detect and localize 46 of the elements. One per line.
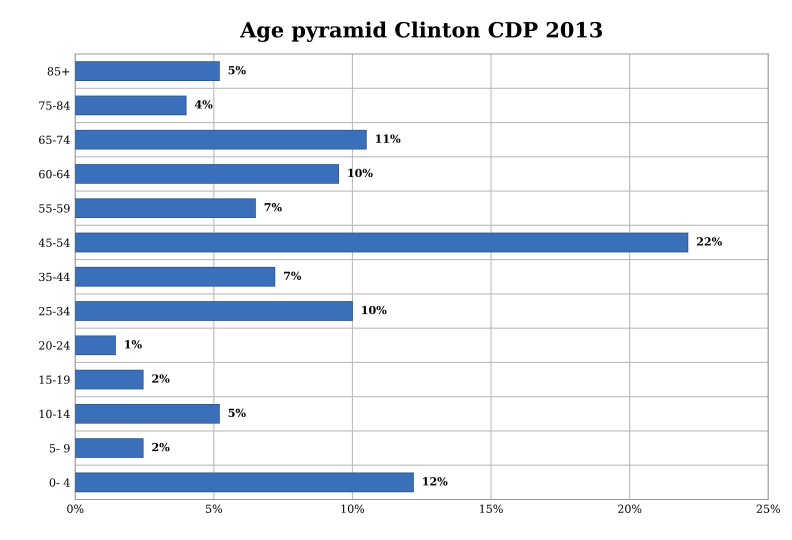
y-tick-label: 65-74 xyxy=(39,136,70,144)
bar xyxy=(75,370,144,390)
data-label: 2% xyxy=(152,374,170,383)
x-tick-label: 0% xyxy=(67,504,84,513)
bar xyxy=(75,96,187,116)
y-tick-label: 35-44 xyxy=(39,272,70,282)
y-tick-label: 15-19 xyxy=(40,376,70,384)
x-tick-label: 25% xyxy=(756,504,780,513)
x-tick-label: 5% xyxy=(206,504,222,513)
y-tick-label: 20-24 xyxy=(39,341,70,350)
bar xyxy=(75,61,220,81)
y-tick-label: 25-34 xyxy=(39,306,70,316)
bar xyxy=(75,438,144,458)
x-tick-label: 15% xyxy=(480,504,503,513)
y-tick-label: 55-59 xyxy=(39,204,70,213)
data-label: 10% xyxy=(362,306,387,314)
bar xyxy=(75,301,353,321)
chart-title: Age pyramid Clinton CDP 2013 xyxy=(240,22,602,42)
y-tick-label: 0- 4 xyxy=(50,478,70,487)
data-label: 12% xyxy=(423,477,448,486)
y-tick-label: 60-64 xyxy=(39,170,70,178)
bar xyxy=(75,266,276,287)
bar xyxy=(75,130,367,150)
data-label: 1% xyxy=(125,340,142,349)
bar xyxy=(75,232,688,252)
y-tick-label: 45-54 xyxy=(38,238,70,247)
bar xyxy=(75,335,116,356)
data-label: 7% xyxy=(264,203,282,212)
data-label: 2% xyxy=(152,442,170,452)
x-tick-label: 10% xyxy=(341,504,364,513)
data-label: 5% xyxy=(228,408,246,418)
x-tick-label: 20% xyxy=(618,504,642,513)
data-label: 10% xyxy=(348,168,373,178)
y-tick-label: 85+ xyxy=(48,67,70,76)
data-label: 11% xyxy=(376,134,400,143)
bar xyxy=(75,472,414,492)
data-label: 5% xyxy=(228,66,246,74)
bar xyxy=(75,164,339,184)
bar xyxy=(75,198,256,218)
data-label: 4% xyxy=(194,100,212,109)
y-tick-label: 75-84 xyxy=(39,101,70,110)
y-tick-label: 10-14 xyxy=(40,410,70,418)
data-label: 22% xyxy=(696,237,722,246)
data-label: 7% xyxy=(284,272,302,280)
bar xyxy=(75,404,220,424)
y-tick-label: 5- 9 xyxy=(50,444,70,452)
